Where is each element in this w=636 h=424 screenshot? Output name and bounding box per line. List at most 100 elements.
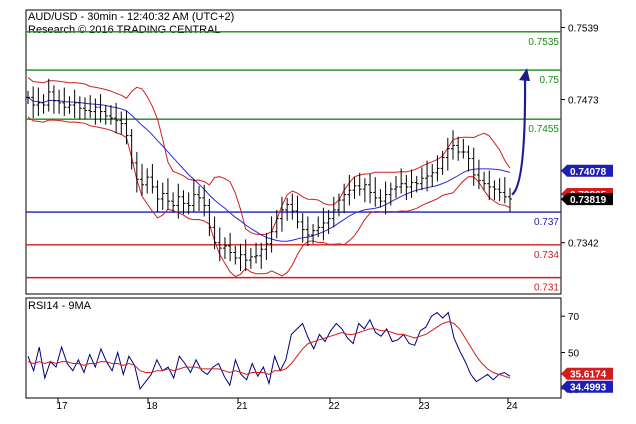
price-bar: [181, 190, 186, 215]
price-bar: [399, 168, 404, 194]
price-bar: [114, 102, 119, 134]
price-bar: [88, 95, 93, 119]
price-bar: [419, 167, 424, 191]
rsi-value-tag-label: 35.6174: [570, 370, 607, 381]
price-bar: [373, 177, 378, 207]
price-bar: [233, 245, 238, 265]
bollinger-upper-band: [27, 77, 511, 236]
price-bar: [508, 188, 512, 213]
price-bar: [393, 176, 398, 198]
price-bar: [290, 193, 295, 220]
moving-average: [27, 96, 511, 242]
price-bar: [77, 96, 82, 120]
price-bar: [440, 150, 445, 175]
price-bar: [31, 86, 36, 119]
price-bar: [466, 145, 471, 172]
rsi-axis-label: 70: [568, 312, 580, 323]
rsi-title: RSI14 - 9MA: [28, 300, 92, 312]
price-bar: [217, 227, 222, 262]
price-bar: [212, 216, 217, 250]
price-bar: [414, 176, 419, 193]
price-bar: [248, 248, 253, 269]
level-label: 0.734: [534, 250, 559, 261]
price-bar: [62, 87, 67, 116]
price-bar: [295, 195, 300, 229]
rsi-line: [27, 311, 511, 391]
price-bar: [51, 85, 56, 114]
price-bar: [243, 239, 248, 272]
price-bars: [26, 78, 512, 272]
price-bar: [378, 189, 383, 208]
price-bar: [336, 193, 341, 217]
price-bar: [305, 216, 310, 246]
level-label: 0.737: [534, 217, 559, 228]
price-bar: [41, 94, 46, 114]
price-bar: [124, 110, 129, 145]
level-label: 0.7535: [528, 37, 559, 48]
time-axis-label: 24: [506, 401, 518, 412]
rsi-value-tag-shape: [561, 380, 613, 393]
price-axis-label: 0.7342: [568, 239, 599, 250]
price-tag-label: 0.74078: [570, 167, 607, 178]
price-bar: [482, 171, 487, 191]
price-panel: AUD/USD - 30min - 12:40:32 AM (UTC+2) Re…: [25, 9, 562, 295]
price-bar: [502, 177, 507, 204]
chart-subtitle: Research © 2016 TRADING CENTRAL: [28, 24, 221, 36]
price-bar: [316, 216, 321, 238]
bollinger-bands: [27, 77, 511, 278]
price-bar: [285, 197, 290, 221]
price-bar: [140, 164, 145, 196]
price-bar: [207, 198, 212, 237]
forecast-arrow-shaft: [511, 76, 527, 196]
time-axis-label: 22: [328, 401, 340, 412]
time-axis-label: 17: [56, 401, 68, 412]
level-label: 0.7455: [528, 124, 559, 135]
price-bar: [119, 111, 124, 135]
price-bar: [36, 87, 41, 116]
price-bar: [93, 98, 98, 125]
price-bar: [352, 177, 357, 199]
price-bar: [222, 237, 227, 260]
price-bar: [331, 196, 336, 228]
level-label: 0.731: [534, 283, 559, 294]
price-bar: [145, 168, 150, 194]
rsi-axis-label: 50: [568, 349, 580, 360]
price-bar: [269, 216, 274, 253]
price-bar: [186, 192, 191, 215]
price-bar: [450, 130, 455, 160]
chart-title: AUD/USD - 30min - 12:40:32 AM (UTC+2): [28, 11, 234, 23]
price-bar: [492, 180, 497, 201]
price-axis-label: 0.7539: [568, 23, 599, 34]
price-bar: [497, 178, 502, 202]
level-label: 0.75: [540, 75, 560, 86]
forecast-arrow-head: [519, 68, 530, 82]
price-bar: [487, 170, 492, 201]
price-bar: [368, 173, 373, 204]
rsi-panel-frame: [25, 297, 562, 399]
price-bar: [471, 147, 476, 186]
price-bar: [160, 182, 165, 210]
price-bar: [98, 94, 103, 123]
price-bar: [430, 164, 435, 187]
price-bar: [197, 185, 202, 211]
level-lines: [26, 31, 561, 279]
price-bar: [300, 213, 305, 243]
rsi-value-tag-shape: [561, 367, 613, 380]
price-bar: [264, 232, 269, 261]
price-bar: [476, 159, 481, 190]
rsi-panel: RSI14 - 9MA: [25, 297, 562, 399]
price-bar: [435, 155, 440, 182]
price-bar: [425, 160, 430, 192]
moving-average-line: [27, 96, 511, 242]
price-bar: [357, 172, 362, 196]
price-axis: 0.7539 0.7473 0.7342: [561, 23, 599, 250]
bollinger-lower-band: [27, 116, 511, 278]
rsi-value-tags: 35.6174 34.4993: [561, 367, 613, 394]
price-bar: [67, 96, 72, 114]
time-axis-label: 23: [418, 401, 430, 412]
level-labels: 0.7535 0.75 0.7455 0.737 0.734 0.731: [528, 37, 559, 294]
price-tag: 0.73819: [561, 193, 613, 206]
price-bar: [362, 178, 367, 203]
price-tag-label: 0.73819: [570, 195, 607, 206]
